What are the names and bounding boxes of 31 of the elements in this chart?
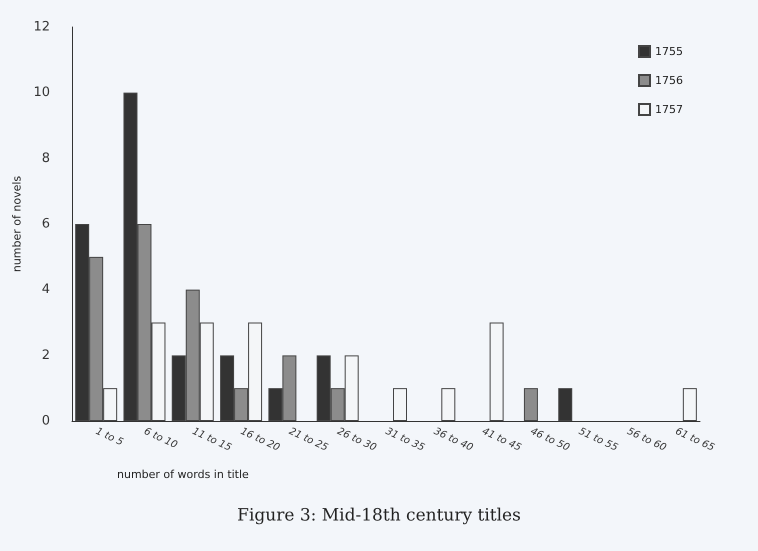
bar — [524, 388, 538, 421]
x-tick-label: 56 to 60 — [625, 426, 668, 454]
legend-label: 1757 — [655, 103, 684, 116]
x-tick-label: 61 to 65 — [674, 426, 716, 454]
bar — [490, 322, 504, 421]
y-tick-label: 4 — [42, 282, 50, 298]
x-tick-label: 16 to 20 — [238, 426, 282, 454]
x-tick-label: 6 to 10 — [142, 426, 179, 451]
x-tick-label: 1 to 5 — [94, 426, 125, 448]
text: Figure 3: Mid-18th century titles — [237, 506, 521, 526]
bar — [441, 388, 456, 421]
bar — [682, 388, 697, 421]
bar — [393, 388, 407, 421]
y-tick-label: 8 — [42, 150, 50, 166]
y-axis-title: number of novels — [10, 176, 24, 272]
legend-label: 1756 — [655, 74, 684, 87]
y-tick-label: 12 — [33, 20, 50, 34]
x-tick-label: 21 to 25 — [287, 426, 330, 454]
x-tick-label: 51 to 55 — [576, 426, 620, 454]
x-tick-label: 36 to 40 — [432, 426, 474, 454]
y-tick-label: 6 — [42, 216, 50, 232]
y-tick-label: 0 — [42, 414, 50, 428]
y-tick-label: 2 — [42, 348, 50, 363]
legend-label: 1755 — [655, 45, 684, 58]
x-axis-title: number of words in title — [117, 468, 250, 481]
y-tick-label: 10 — [33, 85, 50, 100]
x-tick-label: 41 to 45 — [480, 426, 523, 454]
x-tick-label: 46 to 50 — [528, 426, 572, 454]
x-tick-label: 11 to 15 — [190, 426, 233, 454]
x-tick-label: 31 to 35 — [384, 426, 426, 454]
x-tick-label: 26 to 30 — [335, 426, 378, 454]
